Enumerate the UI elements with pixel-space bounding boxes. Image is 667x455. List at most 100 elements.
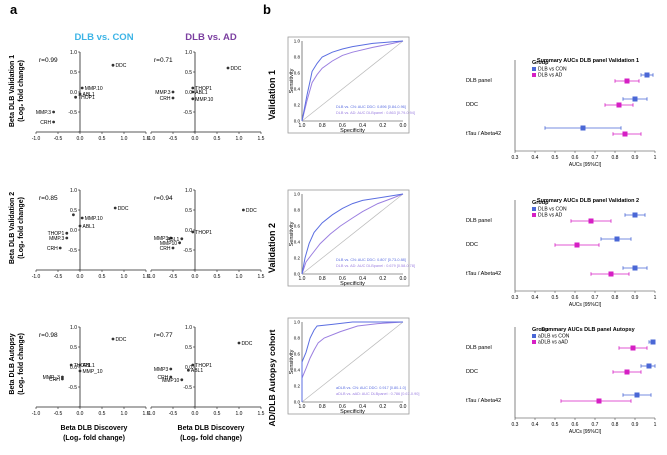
scatter-ytick-label: 0.0 <box>70 228 77 234</box>
scatter-xlabel-left-2: (Log₂ fold change) <box>63 435 125 442</box>
roc-legend-purple: DLB vs. AD: AUC DLBpanel : 0.863 [0.79-0… <box>336 111 415 115</box>
scatter-ytick-label: 0.5 <box>70 345 77 351</box>
scatter-xtick-label: 0.5 <box>99 136 106 142</box>
forest-xtick-label: 0.7 <box>592 422 599 428</box>
forest-plots: Summary AUCs DLB panel Validation 1 0.3 0.… <box>466 58 657 435</box>
forest-row-label: tTau / Abeta42 <box>466 271 501 277</box>
scatter-ylabel-1b: (Log₂ fold change) <box>18 60 25 122</box>
scatter-point-label: ABL1 <box>167 237 179 243</box>
forest-legend-swatch <box>532 334 536 338</box>
scatter-point <box>169 236 173 240</box>
forest-row-label: tTau / Abeta42 <box>466 398 501 404</box>
forest-row-label: DLB panel <box>466 345 492 351</box>
forest-point-blue <box>646 363 652 369</box>
scatter-point <box>80 86 84 90</box>
scatter-point <box>191 230 195 234</box>
forest-row-label: DDC <box>466 102 478 108</box>
forest-legend-label: aDLB vs aAD <box>538 340 568 346</box>
scatter-point-label: THOP1 <box>195 363 212 369</box>
scatter-plots: 1.0 0.5 0.0 -0.5 -1.0 -0.5 0.0 0.5 1.0 1.5 r=0.99 D… <box>32 50 265 417</box>
scatter-xtick-label: -0.5 <box>169 136 178 142</box>
scatter-ytick-label: 0.5 <box>70 70 77 76</box>
scatter-left-3: 1.0 0.5 0.0 -0.5 -1.0 -0.5 0.0 0.5 1.0 1.5 r=0.98 D… <box>32 325 150 417</box>
roc-xtick-label: 1.0 <box>299 276 306 282</box>
roc-legend-blue: DLB vs. CN: AUC DDC: 0.807 [0.73-0.88] <box>336 258 406 262</box>
scatter-correlation: r=0.98 <box>39 332 58 339</box>
scatter-point <box>80 216 84 220</box>
scatter-ylabel-3a: Beta DLB Autopsy <box>9 333 16 394</box>
scatter-ytick-label: -0.5 <box>183 110 192 116</box>
scatter-correlation: r=0.71 <box>154 57 173 64</box>
roc-ytick-label: 1.0 <box>294 320 301 325</box>
forest-point-blue <box>632 265 638 271</box>
roc-xtick-label: 0.8 <box>319 123 326 129</box>
scatter-point <box>171 246 175 250</box>
roc-ytick-label: 0.6 <box>294 352 301 357</box>
roc-xtick-label: 0.2 <box>379 276 386 282</box>
roc-xtick-label: 0.6 <box>339 404 346 410</box>
forest-legend-swatch <box>532 73 536 77</box>
forest-row-label: DDC <box>466 369 478 375</box>
forest-legend-title: Group <box>532 200 549 206</box>
forest-xtick-label: 0.4 <box>532 295 539 301</box>
forest-legend-label: DLB vs CON <box>538 207 567 213</box>
scatter-point-label: THOP1 <box>195 86 212 92</box>
scatter-xtick-label: 0.5 <box>214 411 221 417</box>
roc-row-label-3: AD/DLB Autopsy cohort <box>267 329 277 426</box>
panel-letter-a: a <box>10 2 18 17</box>
roc-frame <box>287 317 410 415</box>
scatter-row-label-1: Beta DLB Validation 1 (Log₂ fold change) <box>9 55 25 127</box>
forest-point-magenta <box>624 369 630 375</box>
forest-legend-label: DLB vs CON <box>538 67 567 73</box>
roc-plots: 1.00.80.60.40.20.01.0 0.8 0.6 0.4 0.2 0.0Spec… <box>287 36 419 415</box>
roc-diagonal <box>301 321 404 403</box>
forest-xtick-label: 0.3 <box>512 422 519 428</box>
scatter-correlation: r=0.99 <box>39 57 58 64</box>
scatter-ylabel-1a: Beta DLB Validation 1 <box>9 55 16 127</box>
forest-xtick-label: 0.9 <box>632 295 639 301</box>
forest-xtick-label: 0.3 <box>512 295 519 301</box>
scatter-xtick-label: 0.5 <box>99 411 106 417</box>
scatter-point-label: DDC <box>116 63 127 69</box>
forest-legend-title: Group <box>532 60 549 66</box>
roc-curve-dlb-vs-cn <box>301 321 403 402</box>
scatter-xtick-label: 0.5 <box>214 274 221 280</box>
forest-xtick-label: 0.5 <box>552 422 559 428</box>
forest-point-magenta <box>624 78 630 84</box>
scatter-ytick-label: 1.0 <box>70 325 77 331</box>
roc-xlabel: Specificity <box>340 281 365 287</box>
forest-title: Summary AUCs DLB panel Validation 1 <box>537 58 639 64</box>
scatter-ytick-label: 0.0 <box>70 365 77 371</box>
roc-frame <box>287 36 410 134</box>
forest-point-blue <box>580 125 586 131</box>
scatter-point-label: DDC <box>246 208 257 214</box>
roc-legend-blue: aDLB vs. CN: AUC DDC: 0.917 [0.80-1.0] <box>336 386 406 390</box>
scatter-xlabel-right-1: Beta DLB Discovery <box>178 425 245 432</box>
forest-point-magenta <box>622 131 628 137</box>
scatter-point-label: DDC <box>231 66 242 72</box>
scatter-point <box>111 63 115 67</box>
forest-legend-title: Group <box>532 327 549 333</box>
roc-xtick-label: 0.4 <box>359 276 366 282</box>
scatter-point-label: MMP.3 <box>49 236 64 242</box>
forest-xtick-label: 0.6 <box>572 422 579 428</box>
scatter-left-1: 1.0 0.5 0.0 -0.5 -1.0 -0.5 0.0 0.5 1.0 1.5 r=0.99 D… <box>32 50 150 142</box>
forest-xtick-label: 0.4 <box>532 422 539 428</box>
scatter-point-label: ABL1 <box>83 224 95 230</box>
forest-point-magenta <box>574 242 580 248</box>
forest-point-magenta <box>616 102 622 108</box>
scatter-point <box>78 369 82 373</box>
scatter-point-label: THOP1 <box>195 230 212 236</box>
scatter-xtick-label: 0.5 <box>214 136 221 142</box>
roc-curve-dlb-vs-ad <box>301 193 404 275</box>
scatter-xtick-label: 1.5 <box>258 411 265 417</box>
scatter-point-label: MMP.3 <box>36 110 51 116</box>
roc-xtick-label: 0.8 <box>319 404 326 410</box>
scatter-point <box>65 236 69 240</box>
panel-letter-b: b <box>263 2 271 17</box>
scatter-point-label: CRH <box>160 246 171 252</box>
roc-curve-dlb-vs-ad <box>301 321 404 402</box>
roc-diagonal <box>301 193 404 275</box>
scatter-point <box>237 341 241 345</box>
roc-row-label-2: Validation 2 <box>267 223 277 273</box>
